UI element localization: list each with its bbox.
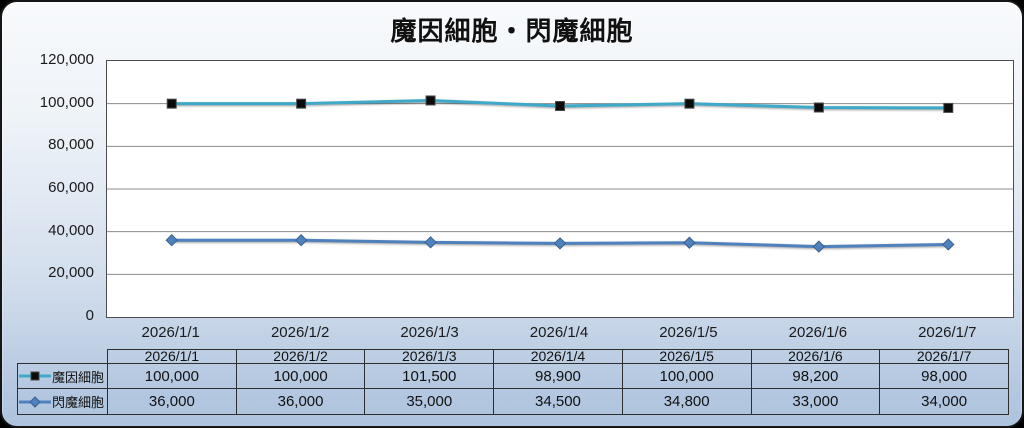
y-axis-tick-label: 100,000 xyxy=(39,93,94,111)
table-header-cell: 2026/1/4 xyxy=(493,349,623,364)
legend-cell: 魔因細胞 xyxy=(17,363,108,389)
y-axis-tick-label: 120,000 xyxy=(39,51,94,68)
data-point-marker xyxy=(683,236,696,249)
table-value-cell: 36,000 xyxy=(107,388,237,415)
table-value-cell: 34,000 xyxy=(879,388,1009,415)
table-value-cell: 100,000 xyxy=(621,363,752,389)
y-axis-tick-label: 0 xyxy=(85,307,94,324)
table-value-cell: 101,500 xyxy=(364,363,495,389)
table-value-cell: 34,500 xyxy=(493,388,623,415)
series-label: 閃魔細胞 xyxy=(52,395,105,410)
y-axis-tick-label: 60,000 xyxy=(48,179,94,196)
data-point-marker xyxy=(555,101,565,112)
x-axis-tick-label: 2026/1/7 xyxy=(918,324,977,341)
table-value-cell: 33,000 xyxy=(750,388,881,415)
y-axis-tick-label: 40,000 xyxy=(48,221,94,239)
data-point-marker xyxy=(166,98,177,109)
data-point-marker xyxy=(294,233,308,247)
table-row: 魔因細胞 100,000 100,000 101,500 98,900 100,000 98… xyxy=(17,363,1009,389)
x-axis-tick-label: 2026/1/3 xyxy=(400,324,459,341)
table-header-cell: 2026/1/1 xyxy=(107,349,237,364)
data-point-marker xyxy=(684,98,695,109)
table-value-cell: 35,000 xyxy=(364,388,495,415)
chart-canvas xyxy=(107,95,1013,275)
x-axis-tick-label: 2026/1/4 xyxy=(529,324,589,341)
data-point-marker xyxy=(425,95,436,106)
x-axis-tick-label: 2026/1/5 xyxy=(659,324,718,341)
table-value-cell: 36,000 xyxy=(235,388,366,415)
y-axis-tick-label: 80,000 xyxy=(48,136,94,154)
data-point-marker xyxy=(943,102,954,113)
data-point-marker xyxy=(165,233,178,247)
table-value-cell: 34,800 xyxy=(621,388,752,415)
series-label: 魔因細胞 xyxy=(52,369,105,385)
table-value-cell: 98,900 xyxy=(493,363,623,389)
table-row: 閃魔細胞 36,000 36,000 35,000 34,500 34,800 33,000… xyxy=(17,388,1009,415)
table-value-cell: 98,200 xyxy=(750,363,881,389)
plot-area xyxy=(106,60,1014,318)
data-point-marker xyxy=(296,98,307,109)
table-header-cell: 2026/1/2 xyxy=(235,349,366,364)
chart-title: 魔因細胞・閃魔細胞 xyxy=(390,16,634,46)
y-axis-tick-label: 20,000 xyxy=(48,264,94,282)
x-axis-tick-label: 2026/1/6 xyxy=(788,324,848,341)
data-point-marker xyxy=(942,238,955,251)
data-point-marker xyxy=(813,102,824,113)
legend-cell: 閃魔細胞 xyxy=(17,388,108,415)
x-axis-tick-label: 2026/1/2 xyxy=(270,324,330,341)
data-point-marker xyxy=(812,240,826,253)
diamond-marker-legend-key-icon xyxy=(19,395,51,408)
table-value-cell: 100,000 xyxy=(107,363,237,389)
table-header-cell: 2026/1/5 xyxy=(621,349,752,364)
table-value-cell: 98,000 xyxy=(879,363,1009,389)
data-point-marker xyxy=(424,236,437,249)
table-header-cell: 2026/1/6 xyxy=(750,349,881,364)
table-corner-cell xyxy=(18,350,108,364)
data-point-marker xyxy=(553,237,567,250)
data-table: 2026/1/1 2026/1/2 2026/1/3 2026/1/4 2026/1/5… xyxy=(17,349,1009,415)
square-marker-legend-key-icon xyxy=(19,371,51,381)
table-header-cell: 2026/1/7 xyxy=(879,349,1009,364)
x-axis-tick-label: 2026/1/1 xyxy=(141,324,200,341)
table-header-cell: 2026/1/3 xyxy=(364,349,495,364)
table-value-cell: 100,000 xyxy=(235,363,366,389)
